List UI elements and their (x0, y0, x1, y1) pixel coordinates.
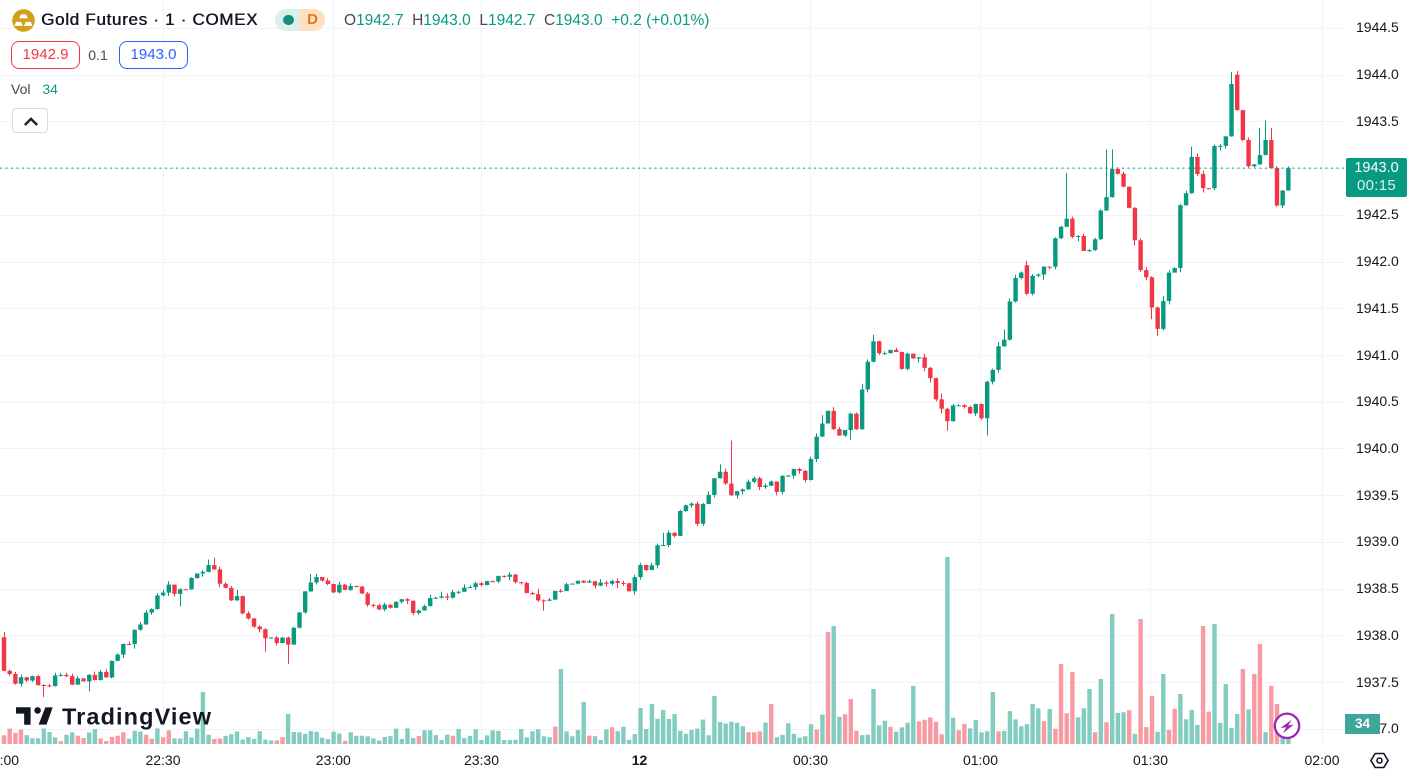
svg-text:TradingView: TradingView (62, 703, 212, 729)
